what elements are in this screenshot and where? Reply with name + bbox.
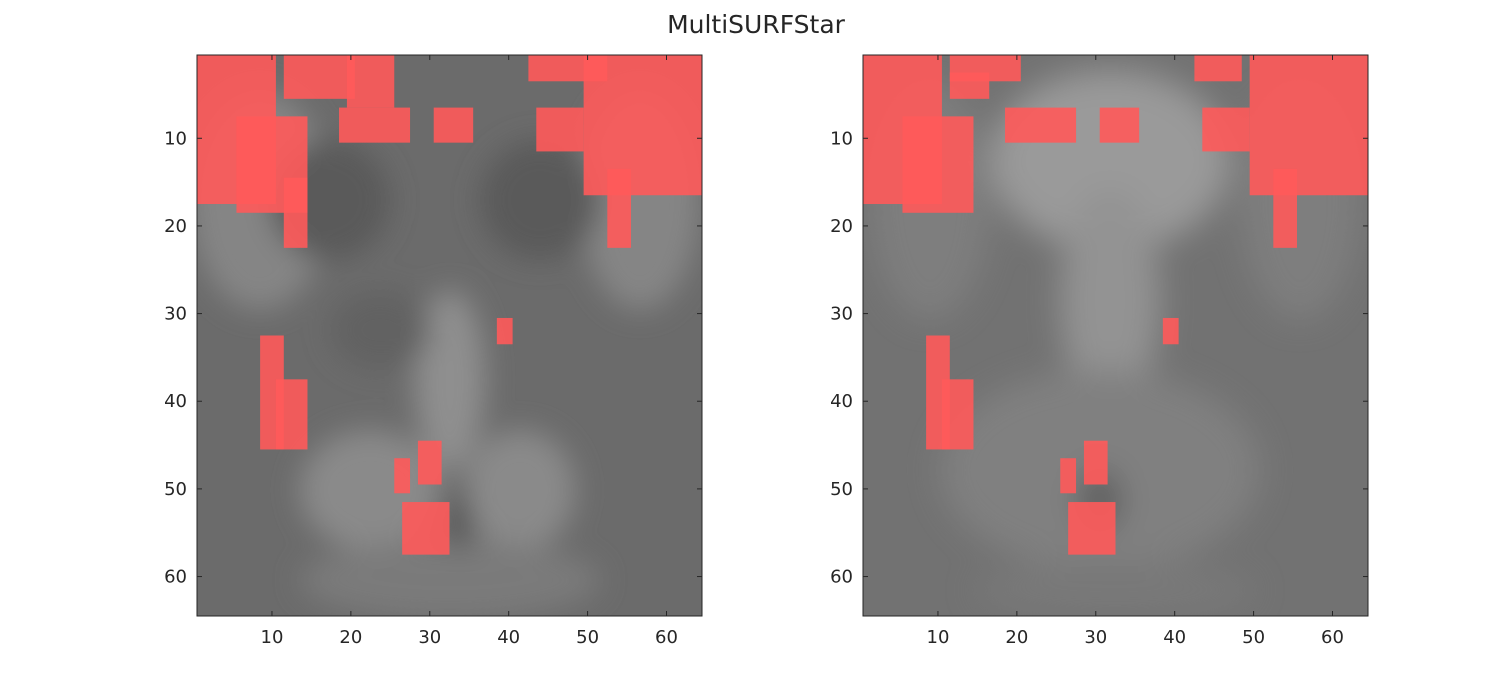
- overlay-region-left-12: [275, 379, 308, 450]
- overlay-region-left-5: [339, 107, 411, 143]
- overlay-region-right-7: [1194, 55, 1242, 82]
- xtick-label-left-50: 50: [576, 627, 599, 648]
- overlay-region-right-1: [902, 116, 974, 213]
- xtick-label-left-30: 30: [418, 627, 441, 648]
- ytick-label-right-20: 20: [830, 216, 853, 237]
- overlay-region-left-15: [402, 502, 450, 555]
- ytick-label-right-40: 40: [830, 391, 853, 412]
- xtick-label-left-20: 20: [339, 627, 362, 648]
- xtick-label-right-60: 60: [1321, 627, 1344, 648]
- overlay-region-right-11: [941, 379, 974, 450]
- ytick-label-right-30: 30: [830, 304, 853, 325]
- figure-title: MultiSURFStar: [667, 10, 845, 39]
- overlay-region-left-2: [283, 177, 308, 248]
- xtick-label-right-30: 30: [1084, 627, 1107, 648]
- overlay-region-right-15: [1162, 317, 1179, 345]
- overlay-region-left-13: [394, 458, 411, 494]
- overlay-region-right-14: [1068, 502, 1116, 555]
- ytick-label-right-10: 10: [830, 128, 853, 149]
- panel-left: 10 20 30 40 50 60 10 20 30 40 50 60: [164, 54, 703, 648]
- ytick-label-left-20: 20: [164, 216, 187, 237]
- ytick-label-right-60: 60: [830, 567, 853, 588]
- xtick-label-left-60: 60: [655, 627, 678, 648]
- overlay-region-right-8: [1249, 55, 1368, 196]
- overlay-region-right-12: [1060, 458, 1077, 494]
- overlay-region-right-9: [1273, 168, 1297, 248]
- overlay-right: [863, 55, 1368, 555]
- overlay-region-right-4: [1005, 107, 1077, 143]
- ytick-label-left-30: 30: [164, 304, 187, 325]
- overlay-region-left-16: [496, 317, 513, 345]
- xtick-label-right-40: 40: [1163, 627, 1186, 648]
- overlay-region-left-6: [433, 107, 474, 143]
- ytick-label-left-40: 40: [164, 391, 187, 412]
- overlay-region-left-9: [583, 55, 702, 196]
- ticks-right: 10 20 30 40 50 60 10 20 30 40 50 60: [830, 55, 1368, 648]
- overlay-region-left-7: [536, 107, 584, 152]
- xtick-label-right-10: 10: [927, 627, 950, 648]
- xtick-label-right-20: 20: [1005, 627, 1028, 648]
- overlay-region-right-13: [1083, 440, 1108, 485]
- overlay-region-right-3: [949, 72, 990, 99]
- overlay-region-left-3: [283, 55, 355, 99]
- overlay-region-left-4: [346, 55, 395, 108]
- xtick-label-left-40: 40: [497, 627, 520, 648]
- xtick-label-left-10: 10: [261, 627, 284, 648]
- axes-box-left: [196, 54, 703, 617]
- overlay-region-right-6: [1202, 107, 1250, 152]
- axes-box-right: [862, 54, 1369, 617]
- ytick-label-left-50: 50: [164, 479, 187, 500]
- xtick-label-right-50: 50: [1242, 627, 1265, 648]
- ytick-label-right-50: 50: [830, 479, 853, 500]
- ytick-label-left-10: 10: [164, 128, 187, 149]
- overlay-left: [197, 55, 702, 555]
- ticks-left: 10 20 30 40 50 60 10 20 30 40 50 60: [164, 55, 702, 648]
- overlay-region-left-14: [417, 440, 442, 485]
- overlay-region-right-5: [1099, 107, 1140, 143]
- overlay-region-left-10: [607, 168, 631, 248]
- panel-right: 10 20 30 40 50 60 10 20 30 40 50 60: [830, 54, 1369, 648]
- ytick-label-left-60: 60: [164, 567, 187, 588]
